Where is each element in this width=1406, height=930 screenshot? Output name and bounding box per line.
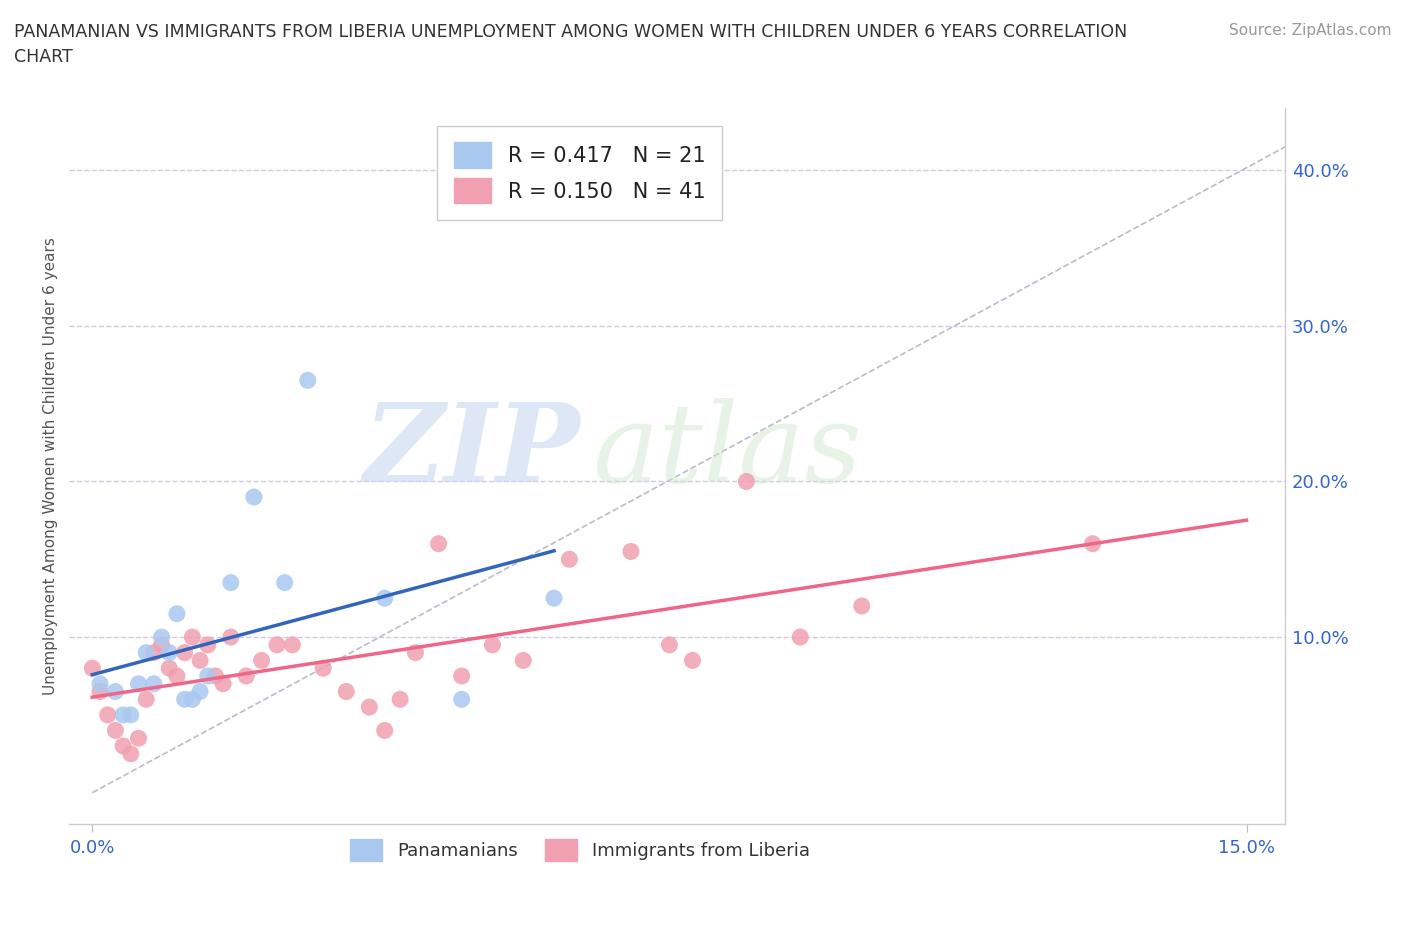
Point [374,723,396,737]
Point [157,661,180,676]
Point [142,676,165,691]
Point [89,676,111,691]
Point [658,637,681,652]
Point [273,575,295,590]
Point [212,676,235,691]
Point [97,708,120,723]
Text: ZIP: ZIP [363,398,579,505]
Point [104,684,127,699]
Point [197,637,219,652]
Point [127,731,149,746]
Point [297,373,319,388]
Point [1081,537,1104,551]
Point [359,699,381,714]
Point [173,645,195,660]
Point [219,575,242,590]
Point [281,637,304,652]
Point [188,653,211,668]
Point [112,708,135,723]
Point [89,684,111,699]
Point [789,630,811,644]
Point [142,645,165,660]
Point [450,669,472,684]
Point [620,544,643,559]
Point [157,645,180,660]
Point [558,551,581,566]
Y-axis label: Unemployment Among Women with Children Under 6 years: Unemployment Among Women with Children U… [44,237,58,695]
Point [851,599,873,614]
Point [312,661,335,676]
Point [427,537,450,551]
Point [235,669,257,684]
Point [405,645,427,660]
Point [374,591,396,605]
Point [181,630,204,644]
Point [150,637,173,652]
Point [112,738,135,753]
Point [204,669,226,684]
Point [243,489,266,504]
Text: atlas: atlas [592,398,862,505]
Point [188,684,211,699]
Point [135,645,157,660]
Point [120,708,142,723]
Point [181,692,204,707]
Point [735,474,758,489]
Legend: Panamanians, Immigrants from Liberia: Panamanians, Immigrants from Liberia [343,832,817,869]
Point [120,747,142,762]
Point [150,630,173,644]
Point [127,676,149,691]
Point [543,591,565,605]
Point [481,637,503,652]
Point [512,653,534,668]
Point [389,692,412,707]
Point [250,653,273,668]
Point [104,723,127,737]
Text: Source: ZipAtlas.com: Source: ZipAtlas.com [1229,23,1392,38]
Point [335,684,357,699]
Point [82,661,104,676]
Point [166,669,188,684]
Point [450,692,472,707]
Point [682,653,704,668]
Point [166,606,188,621]
Point [266,637,288,652]
Text: PANAMANIAN VS IMMIGRANTS FROM LIBERIA UNEMPLOYMENT AMONG WOMEN WITH CHILDREN UND: PANAMANIAN VS IMMIGRANTS FROM LIBERIA UN… [14,23,1128,66]
Point [135,692,157,707]
Point [219,630,242,644]
Point [173,692,195,707]
Point [197,669,219,684]
